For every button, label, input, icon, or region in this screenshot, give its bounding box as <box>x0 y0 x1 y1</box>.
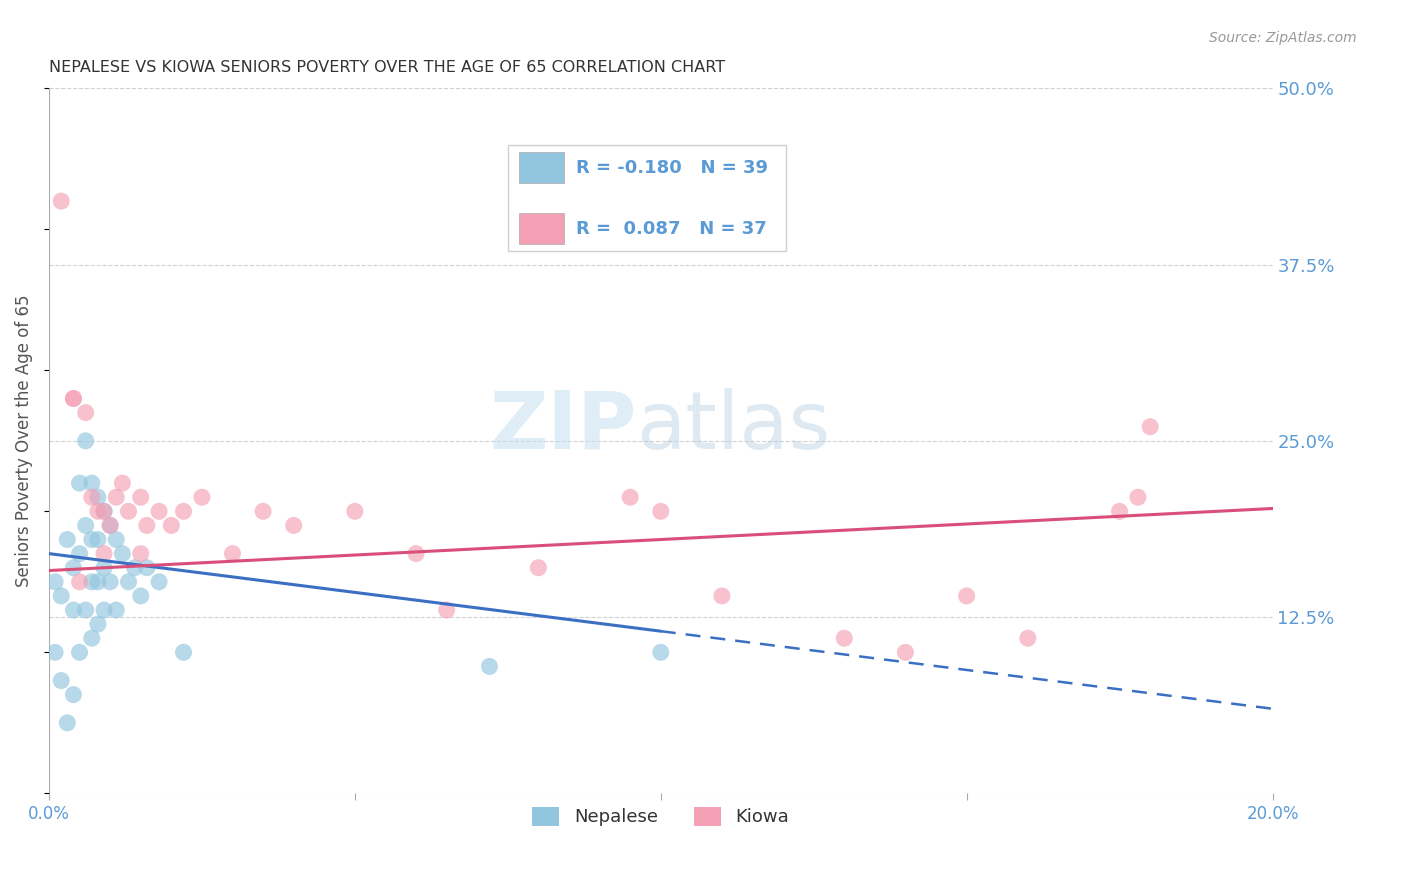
Point <box>832 632 855 646</box>
Point <box>98 574 121 589</box>
Point <box>62 560 84 574</box>
Point <box>69 547 91 561</box>
Point <box>87 574 110 589</box>
Point <box>478 659 501 673</box>
Point <box>619 490 641 504</box>
Point <box>105 603 128 617</box>
Point <box>129 589 152 603</box>
Point <box>436 603 458 617</box>
Point <box>87 617 110 632</box>
Text: ZIP: ZIP <box>489 388 637 466</box>
Point <box>173 504 195 518</box>
Text: R =  0.087   N = 37: R = 0.087 N = 37 <box>575 219 766 237</box>
Point <box>69 476 91 491</box>
Legend: Nepalese, Kiowa: Nepalese, Kiowa <box>524 800 796 834</box>
Point <box>62 688 84 702</box>
Point <box>75 434 97 448</box>
Point <box>956 589 979 603</box>
Point <box>51 673 73 688</box>
Point <box>98 518 121 533</box>
Point <box>93 504 115 518</box>
Point <box>98 518 121 533</box>
Point <box>93 560 115 574</box>
Point <box>148 574 170 589</box>
Point <box>1139 419 1161 434</box>
Point <box>129 490 152 504</box>
Point <box>191 490 214 504</box>
Point <box>111 547 134 561</box>
Point <box>87 490 110 504</box>
Point <box>650 645 672 659</box>
Point <box>69 645 91 659</box>
Point <box>135 560 157 574</box>
Text: Source: ZipAtlas.com: Source: ZipAtlas.com <box>1209 31 1357 45</box>
Point <box>44 574 66 589</box>
Point <box>80 490 103 504</box>
Point <box>75 603 97 617</box>
Point <box>93 547 115 561</box>
Point <box>56 533 79 547</box>
Point <box>221 547 243 561</box>
Point <box>75 518 97 533</box>
Point <box>173 645 195 659</box>
Point <box>51 194 73 208</box>
Point <box>105 490 128 504</box>
Text: R = -0.180   N = 39: R = -0.180 N = 39 <box>575 159 768 177</box>
Point <box>80 476 103 491</box>
Point <box>283 518 305 533</box>
Point <box>124 560 146 574</box>
Point <box>117 504 139 518</box>
Point <box>56 715 79 730</box>
Text: atlas: atlas <box>637 388 831 466</box>
Point <box>1126 490 1149 504</box>
Point <box>148 504 170 518</box>
Point <box>1108 504 1130 518</box>
Point <box>1017 632 1039 646</box>
Point <box>405 547 427 561</box>
Point <box>252 504 274 518</box>
Point <box>93 603 115 617</box>
Point <box>80 574 103 589</box>
Point <box>160 518 183 533</box>
Point <box>51 589 73 603</box>
Point <box>135 518 157 533</box>
Point <box>710 589 733 603</box>
Point <box>111 476 134 491</box>
Point <box>80 632 103 646</box>
Point <box>80 533 103 547</box>
Point <box>93 504 115 518</box>
Point <box>44 645 66 659</box>
Point <box>62 392 84 406</box>
Point <box>69 574 91 589</box>
Y-axis label: Seniors Poverty Over the Age of 65: Seniors Poverty Over the Age of 65 <box>15 294 32 587</box>
Point <box>894 645 917 659</box>
Point <box>650 504 672 518</box>
Point <box>117 574 139 589</box>
Text: NEPALESE VS KIOWA SENIORS POVERTY OVER THE AGE OF 65 CORRELATION CHART: NEPALESE VS KIOWA SENIORS POVERTY OVER T… <box>49 60 725 75</box>
Point <box>75 406 97 420</box>
Point <box>62 603 84 617</box>
Point <box>87 504 110 518</box>
Point <box>343 504 366 518</box>
Point <box>87 533 110 547</box>
Point <box>527 560 550 574</box>
Point <box>129 547 152 561</box>
Point <box>105 533 128 547</box>
Point <box>62 392 84 406</box>
